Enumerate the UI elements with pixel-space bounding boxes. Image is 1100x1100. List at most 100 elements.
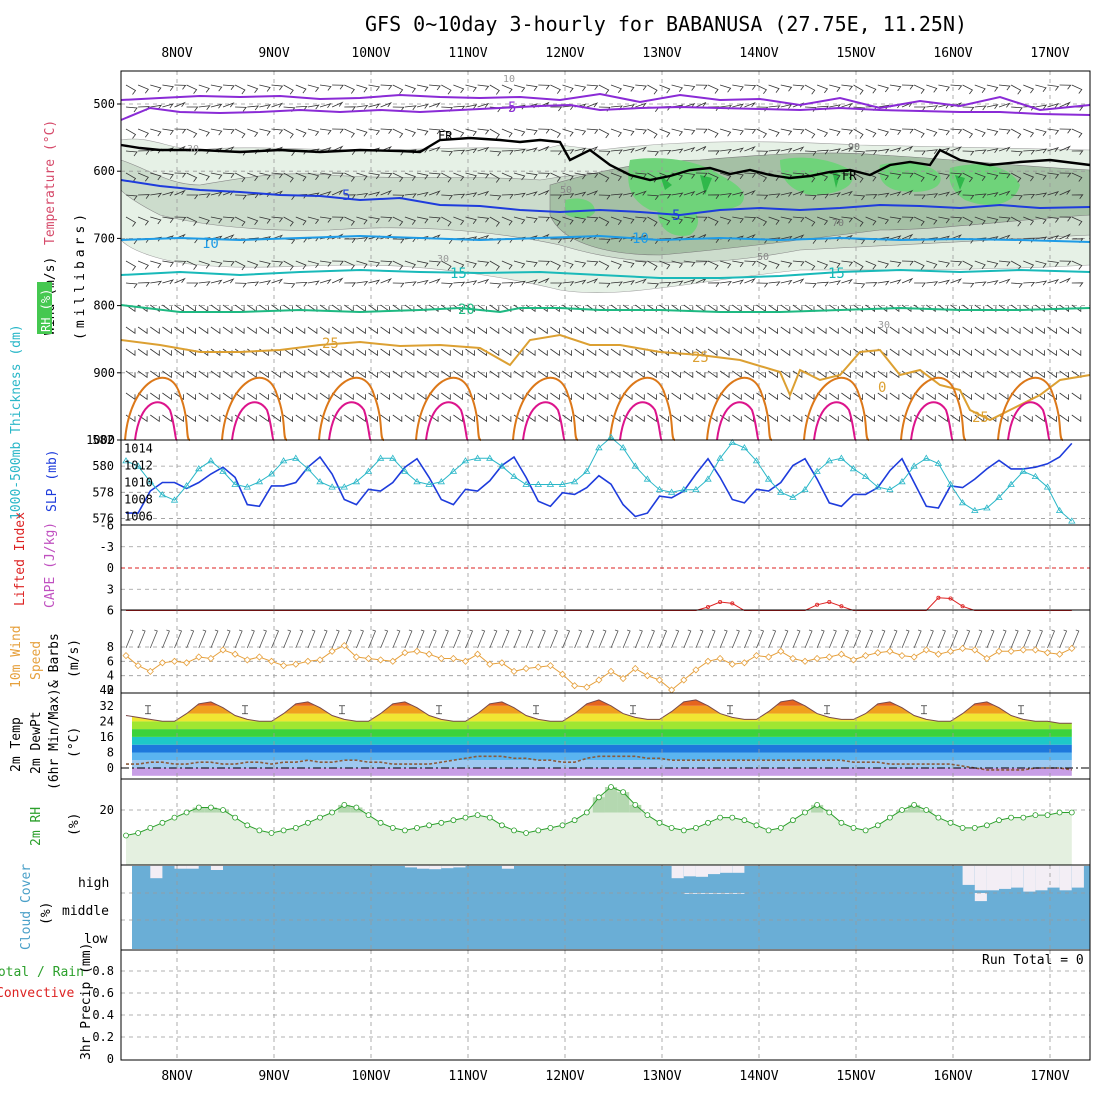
upper-wind-barb	[938, 84, 950, 92]
upper-wind-barb	[283, 172, 294, 183]
upper-wind-barb	[865, 150, 878, 155]
upper-wind-barb	[683, 147, 696, 153]
upper-wind-barb	[1035, 260, 1047, 269]
upper-wind-barb	[732, 84, 744, 92]
upper-wind-barb	[950, 172, 963, 179]
upper-wind-barb	[780, 279, 793, 285]
wind10-barb	[671, 629, 680, 649]
upper-wind-barb	[635, 348, 645, 357]
upper-wind-barb	[986, 304, 997, 313]
upper-wind-barb	[404, 281, 417, 287]
upper-wind-barb	[938, 216, 950, 224]
wind10-point	[195, 653, 203, 661]
upper-wind-barb	[829, 192, 841, 198]
upper-wind-barb	[877, 260, 889, 269]
upper-wind-barb	[428, 326, 439, 335]
rh2m-point	[668, 825, 675, 831]
upper-wind-barb	[562, 216, 574, 225]
upper-wind-barb	[1023, 326, 1033, 335]
upper-wind-barb	[623, 280, 635, 285]
upper-wind-barb	[295, 348, 306, 357]
upper-wind-barb	[683, 84, 696, 91]
upper-wind-barb	[538, 172, 550, 178]
upper-wind-barb	[453, 281, 466, 287]
upper-wind-barb	[295, 304, 306, 313]
upper-wind-barb	[501, 414, 512, 423]
upper-wind-barb	[344, 84, 355, 94]
upper-wind-barb	[659, 281, 672, 287]
isotherm-35-arch	[1007, 401, 1051, 441]
upper-wind-barb	[319, 370, 330, 379]
upper-wind-barb	[307, 84, 320, 93]
upper-wind-barb	[962, 260, 974, 271]
cloud-high-bar	[999, 866, 1012, 889]
upper-wind-barb	[780, 370, 791, 379]
upper-wind-barb	[962, 150, 975, 156]
upper-wind-barb	[380, 414, 390, 423]
thickness-point	[522, 480, 530, 487]
thickness-point	[1007, 480, 1015, 487]
upper-wind-barb	[574, 147, 587, 153]
upper-wind-barb	[635, 84, 647, 91]
upper-wind-barb	[986, 84, 999, 92]
upper-wind-barb	[938, 172, 950, 180]
top-date-label: 17NOV	[1030, 46, 1069, 61]
upper-wind-barb	[974, 172, 986, 182]
wind10-barb	[186, 629, 195, 649]
thickness-point	[425, 480, 433, 487]
upper-wind-barb	[1071, 172, 1083, 182]
wind10-barb	[234, 629, 243, 649]
wind10-barb	[707, 629, 716, 649]
upper-wind-barb	[501, 194, 514, 199]
upper-wind-barb	[574, 260, 587, 268]
thickness-point	[728, 438, 737, 445]
upper-wind-barb	[901, 145, 914, 152]
upper-wind-barb	[1071, 414, 1082, 423]
thickness-point	[304, 465, 312, 472]
upper-wind-barb	[647, 194, 660, 201]
upper-wind-barb	[574, 279, 587, 285]
upper-wind-barb	[635, 414, 645, 423]
rh2m-point	[268, 830, 275, 836]
upper-wind-barb	[271, 370, 281, 379]
upper-wind-barb	[865, 216, 877, 226]
upper-wind-barb	[501, 348, 512, 357]
wind10-point	[765, 653, 773, 661]
upper-wind-barb	[489, 260, 500, 271]
temp-band-group	[132, 699, 1072, 776]
upper-wind-barb	[707, 260, 719, 270]
upper-wind-barb	[125, 216, 137, 227]
rh2m-point	[790, 817, 796, 824]
upper-wind-barb	[380, 260, 393, 266]
upper-wind-barb	[1035, 216, 1047, 225]
bottom-date-axis: 8NOV 9NOV 10NOV 11NOV 12NOV 13NOV 14NOV 15NOV 16…	[161, 1069, 1069, 1084]
precip-panel: 0.80.60.40.20 Run Total = 0 Total / Rain…	[0, 943, 1091, 1066]
upper-wind-barb	[1071, 84, 1083, 94]
upper-wind-barb	[368, 414, 378, 423]
upper-wind-barb	[465, 128, 477, 136]
temp-band	[132, 699, 1072, 706]
upper-wind-barb	[1047, 84, 1060, 91]
upper-wind-barb	[586, 84, 599, 91]
wind10-point	[934, 650, 942, 658]
upper-wind-barb	[889, 191, 902, 197]
upper-wind-barb	[574, 370, 584, 379]
temp-tick-label: 16	[100, 730, 114, 744]
upper-wind-barb	[732, 216, 744, 224]
upper-wind-barb	[489, 392, 500, 401]
upper-wind-barb	[574, 414, 584, 423]
upper-wind-barb	[150, 84, 162, 93]
cloud-high-bar	[683, 866, 696, 877]
upper-wind-barb	[586, 128, 599, 135]
upper-wind-barb	[950, 326, 960, 335]
thickness-point	[207, 457, 215, 464]
cloud-high-bar	[150, 866, 163, 879]
upper-wind-barb	[719, 392, 730, 401]
upper-wind-barb	[344, 128, 355, 138]
wind10-barb	[647, 629, 655, 649]
wind10-tick-label: 6	[107, 654, 114, 668]
upper-wind-barb	[744, 101, 756, 108]
thickness-point	[983, 504, 991, 511]
thickness-point	[692, 485, 700, 493]
bottom-date-label: 15NOV	[836, 1069, 875, 1084]
